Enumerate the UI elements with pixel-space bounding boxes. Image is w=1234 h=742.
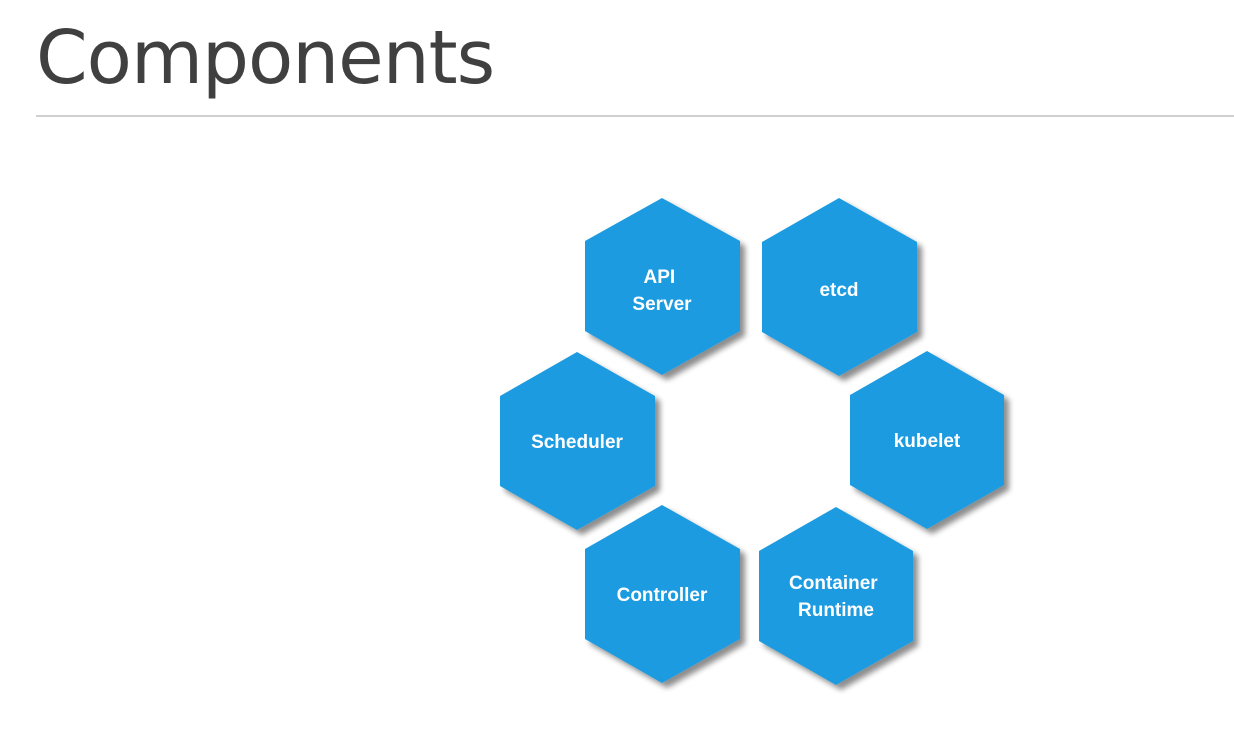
hex-container-runtime: Container Runtime — [759, 507, 913, 685]
hex-label-etcd: etcd — [819, 280, 858, 301]
hex-kubelet: kubelet — [850, 351, 1004, 529]
svg-text:Scheduler: Scheduler — [531, 432, 623, 453]
hex-label-kubelet: kubelet — [894, 431, 961, 452]
hex-scheduler: Scheduler — [500, 352, 655, 530]
hex-label-scheduler: Scheduler — [531, 432, 623, 453]
hex-etcd: etcd — [762, 198, 917, 376]
hex-label-container-runtime-line-1: Container — [789, 573, 878, 594]
hex-label-api-server-line-2: Server — [632, 294, 692, 315]
hex-label-controller: Controller — [617, 585, 708, 606]
svg-text:Container Runtime: Container Runtime — [789, 573, 883, 621]
title-divider — [36, 115, 1234, 117]
hex-api-server: API Server — [585, 198, 740, 375]
svg-text:kubelet: kubelet — [894, 431, 961, 452]
hex-label-api-server-line-1: API — [644, 267, 676, 288]
svg-text:Controller: Controller — [617, 585, 708, 606]
slide-title: Components — [36, 15, 495, 101]
hex-controller: Controller — [585, 505, 740, 683]
svg-text:etcd: etcd — [819, 280, 858, 301]
hex-label-container-runtime-line-2: Runtime — [798, 600, 874, 621]
svg-text:API Server: API Server — [632, 267, 692, 315]
